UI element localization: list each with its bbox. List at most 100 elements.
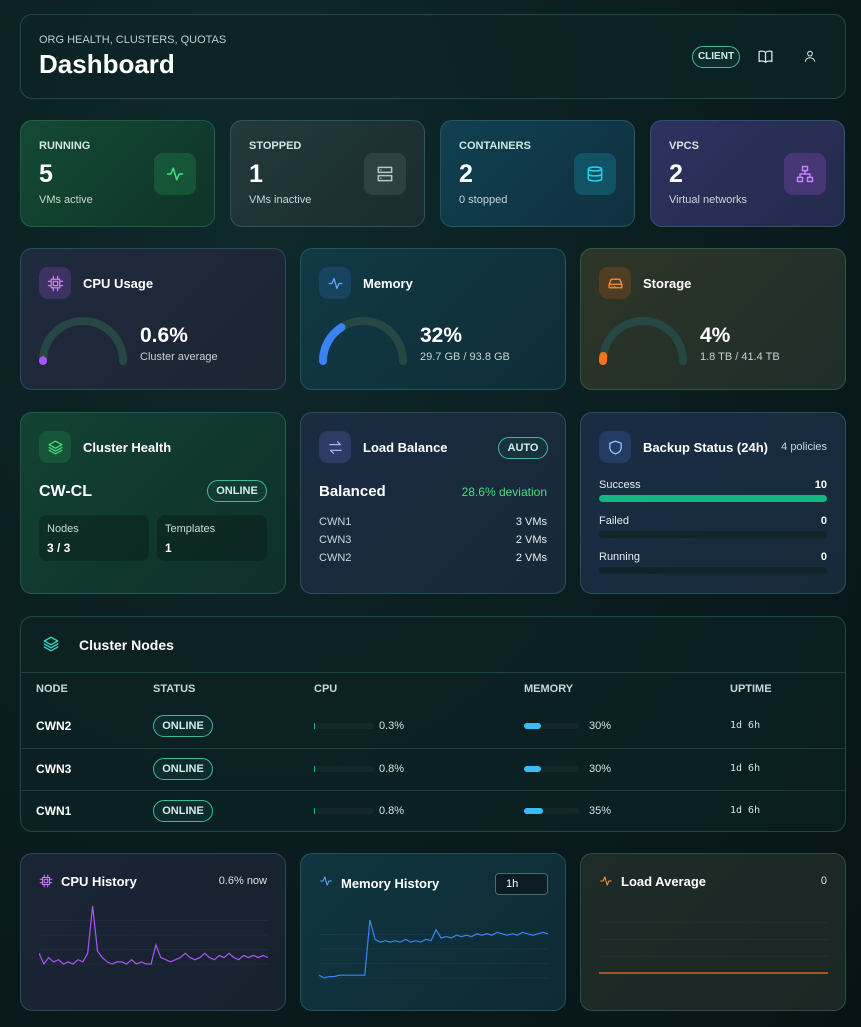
node-name: CWN3 — [319, 534, 352, 546]
node-name: CWN1 — [319, 516, 352, 528]
uptime: 1d 6h — [730, 720, 761, 731]
gauge-note: Cluster average — [140, 351, 218, 363]
icon-shape — [320, 876, 332, 886]
stat-label: CONTAINERS — [459, 140, 531, 152]
stat-note: VMs active — [39, 194, 93, 206]
uptime: 1d 6h — [730, 762, 761, 774]
icon — [607, 278, 623, 288]
bar-track — [599, 567, 827, 574]
memory-label: 30% — [589, 720, 612, 732]
table-title: Cluster Nodes — [79, 637, 174, 653]
icon-box — [39, 431, 71, 463]
node-name: CWN2 — [36, 719, 72, 733]
cpu-label: 0.3% — [379, 720, 405, 732]
cpu-label: 0.8% — [379, 805, 405, 817]
history-title: Memory History — [341, 876, 440, 891]
nodes-table-card: Cluster Nodes NODE STATUS CPU MEMORY UPTIME CW… — [20, 616, 846, 832]
sparkline — [319, 919, 548, 979]
icon-shape — [804, 50, 816, 62]
icon — [758, 50, 773, 63]
node-name: CWN2 — [319, 552, 352, 564]
gauge — [599, 317, 687, 365]
icon-box — [364, 153, 406, 195]
gauge-track — [599, 317, 687, 365]
backup-label: Running — [599, 551, 640, 563]
gauge-value: 32% — [420, 324, 463, 347]
stat-card: RUNNING 5 VMs active — [20, 120, 215, 227]
icon-shape — [377, 166, 393, 182]
icon-box — [599, 267, 631, 299]
gauge-note: 29.7 GB / 93.8 GB — [420, 351, 510, 363]
node-name: CWN1 — [36, 804, 72, 818]
stat-label: VPCS — [669, 140, 699, 152]
stat-box: Templates 1 — [157, 515, 267, 561]
bar-track — [599, 531, 827, 538]
column-header: UPTIME — [730, 683, 772, 695]
history-note: 0.6% now — [218, 875, 267, 887]
icon-box — [39, 267, 71, 299]
auto-badge[interactable]: AUTO — [498, 437, 548, 459]
gauge-note: 1.8 TB / 41.4 TB — [700, 351, 780, 363]
icon — [600, 876, 612, 886]
stat-label: RUNNING — [39, 140, 91, 152]
stat-box: Nodes 3 / 3 — [39, 515, 149, 561]
memory-bar — [524, 808, 544, 814]
stat-note: 0 stopped — [459, 194, 508, 206]
deviation: 28.6% deviation — [461, 485, 547, 499]
cluster-health-card: Cluster Health CW-CL ONLINE Nodes 3 / 3 Templ… — [20, 412, 286, 594]
icon-shape — [327, 277, 343, 289]
cpu-track — [314, 765, 374, 772]
icon-shape — [796, 165, 814, 183]
icon — [796, 165, 814, 183]
icon — [328, 440, 342, 454]
stat-value: 5 — [39, 160, 53, 188]
sparkline — [599, 922, 828, 974]
backup-label: Failed — [599, 515, 629, 527]
icon-box — [599, 431, 631, 463]
backup-value: 0 — [820, 515, 827, 527]
load-balance-card: Load Balance AUTO Balanced 28.6% deviation C… — [300, 412, 566, 594]
column-header: MEMORY — [524, 683, 574, 695]
icon — [166, 167, 184, 181]
memory-track — [524, 808, 579, 814]
icon — [39, 874, 53, 888]
backup-value: 0 — [820, 551, 827, 563]
icon-box — [784, 153, 826, 195]
bar — [599, 495, 827, 502]
history-card: Load Average 0 — [580, 853, 846, 1011]
memory-track — [524, 723, 579, 729]
status-pill: ONLINE — [153, 757, 213, 780]
gauge-value: 4% — [700, 324, 731, 347]
gauge-track — [319, 317, 407, 365]
stat-box-value: 3 / 3 — [47, 541, 71, 555]
gauge-card: CPU Usage 0.6% Cluster average — [20, 248, 286, 390]
cpu-track — [314, 808, 374, 814]
stat-value: 2 — [669, 160, 683, 188]
status-pill: ONLINE — [153, 800, 213, 822]
gauge-fill — [319, 323, 346, 365]
icon-shape — [47, 275, 63, 291]
history-line — [319, 919, 548, 979]
stat-card: CONTAINERS 2 0 stopped — [440, 120, 635, 227]
node-vms: 2 VMs — [515, 534, 547, 546]
gauge — [39, 317, 127, 365]
icon-box — [574, 153, 616, 195]
history-card: Memory History 1h — [300, 853, 566, 1011]
node-vms: 2 VMs — [515, 552, 547, 564]
gauge-card: Storage 4% 1.8 TB / 41.4 TB — [580, 248, 846, 390]
icon-shape — [47, 439, 63, 455]
icon — [377, 166, 393, 182]
icon-box — [154, 153, 196, 195]
history-title: Load Average — [621, 874, 707, 889]
divider — [21, 672, 845, 673]
cluster-name: CW-CL — [39, 483, 92, 500]
icon-shape — [587, 166, 603, 182]
icon-shape — [608, 439, 622, 455]
range-select[interactable]: 1h — [495, 873, 548, 895]
stat-card: VPCS 2 Virtual networks — [650, 120, 845, 227]
history-note: 0 — [820, 875, 827, 887]
policies: 4 policies — [781, 441, 827, 453]
node-vms: 3 VMs — [515, 516, 547, 528]
client-badge[interactable]: CLIENT — [692, 46, 740, 68]
